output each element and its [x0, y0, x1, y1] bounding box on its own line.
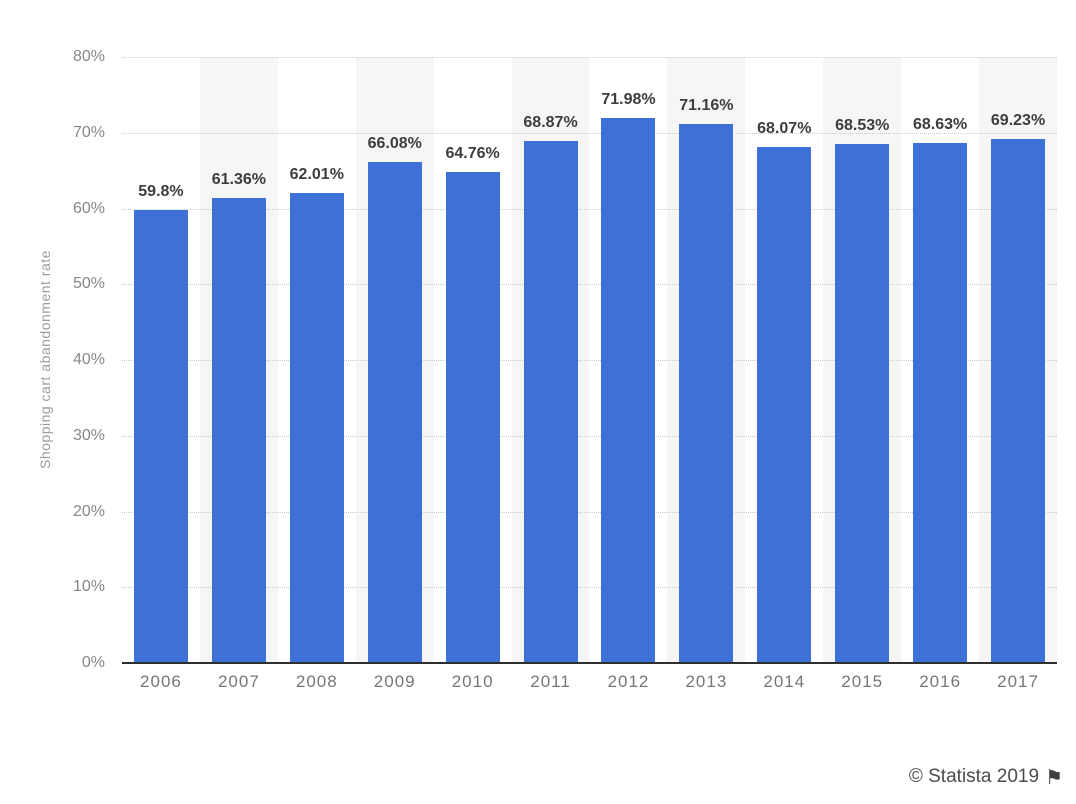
bar-2010[interactable]	[445, 172, 500, 663]
x-tick-label-2009: 2009	[373, 672, 416, 691]
x-tick-label-2014: 2014	[763, 672, 806, 691]
bar-value-label-2012: 71.98%	[601, 90, 656, 108]
x-tick-label-2015: 2015	[841, 672, 884, 691]
gridline-60	[122, 208, 1057, 210]
y-tick-label-60: 60%	[72, 199, 105, 217]
x-tick-label-2016: 2016	[919, 672, 962, 691]
bar-2016[interactable]	[913, 143, 968, 663]
bar-value-label-2017: 69.23%	[990, 111, 1046, 129]
x-tick-label-2013: 2013	[685, 672, 728, 691]
x-tick-label-2017: 2017	[997, 672, 1039, 691]
x-tick-label-2007: 2007	[217, 672, 260, 691]
bar-2012[interactable]	[601, 117, 656, 663]
gridline-30	[122, 435, 1057, 437]
bar-2011[interactable]	[523, 141, 578, 663]
y-tick-label-80: 80%	[72, 48, 105, 65]
bar-value-label-2008: 62.01%	[289, 166, 344, 184]
plot-area: 59.8% 61.36% 62.01% 66.08% 64.76% 68.87% 71.98…	[122, 57, 1057, 664]
x-tick-label-2006: 2006	[140, 672, 182, 691]
gridline-20	[122, 511, 1057, 513]
x-tick-label-2010: 2010	[451, 672, 494, 691]
bar-2013[interactable]	[679, 123, 734, 663]
x-tick-label-2012: 2012	[607, 672, 650, 691]
bar-2014[interactable]	[757, 147, 812, 663]
bar-value-label-2016: 68.63%	[912, 116, 968, 134]
bar-2015[interactable]	[835, 143, 890, 663]
flag-icon: ⚑	[1045, 765, 1063, 789]
bar-2006[interactable]	[133, 210, 188, 663]
bar-2017[interactable]	[991, 138, 1046, 663]
gridline-70	[122, 132, 1057, 134]
credit-text: © Statista 2019	[908, 766, 1040, 787]
bar-value-label-2006: 59.8%	[138, 183, 184, 200]
statista-credit: © Statista 2019 ⚑	[909, 766, 1063, 788]
gridline-40	[122, 360, 1057, 361]
bar-value-label-2007: 61.36%	[211, 171, 267, 189]
x-axis-baseline	[122, 662, 1057, 664]
y-tick-label-50: 50%	[72, 275, 105, 293]
y-tick-label-0: 0%	[81, 654, 105, 671]
bar-value-label-2014: 68.07%	[757, 120, 812, 138]
gridline-10	[122, 587, 1057, 589]
bar-2007[interactable]	[211, 198, 266, 663]
bar-value-label-2009: 66.08%	[367, 135, 422, 153]
bar-value-label-2010: 64.76%	[445, 145, 500, 163]
y-tick-label-30: 30%	[72, 426, 105, 444]
x-tick-label-2008: 2008	[295, 672, 338, 691]
bar-2009[interactable]	[367, 162, 422, 663]
y-tick-label-10: 10%	[72, 578, 105, 596]
y-tick-label-70: 70%	[72, 123, 105, 141]
bar-value-label-2011: 68.87%	[523, 114, 578, 132]
bar-value-label-2015: 68.53%	[835, 116, 890, 134]
gridline-50	[122, 284, 1057, 286]
bar-value-label-2013: 71.16%	[679, 96, 734, 114]
gridline-80	[122, 57, 1057, 58]
x-tick-label-2011: 2011	[530, 672, 571, 691]
y-tick-label-20: 20%	[72, 502, 105, 520]
bar-2008[interactable]	[289, 193, 344, 663]
y-tick-label-40: 40%	[72, 351, 105, 368]
